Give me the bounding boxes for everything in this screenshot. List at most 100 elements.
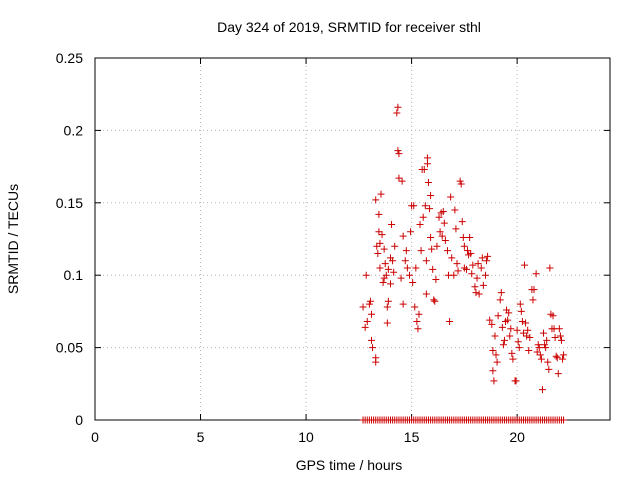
data-point (484, 252, 492, 260)
data-point (374, 249, 382, 257)
x-tick-label: 15 (404, 429, 420, 445)
data-point (412, 264, 420, 272)
data-point (366, 297, 374, 305)
data-point (405, 271, 413, 279)
data-point (375, 228, 383, 236)
data-point (397, 274, 405, 282)
data-point (391, 242, 399, 250)
data-point (451, 206, 459, 214)
data-point (471, 283, 479, 291)
data-point (401, 257, 409, 265)
x-tick-label: 5 (197, 429, 205, 445)
data-point (367, 310, 375, 318)
data-point (436, 228, 444, 236)
data-point (529, 296, 537, 304)
data-point (516, 300, 524, 308)
data-point (460, 242, 468, 250)
x-tick-label: 0 (91, 429, 99, 445)
data-point (398, 177, 406, 185)
data-point (386, 280, 394, 288)
data-point (403, 264, 411, 272)
data-point (429, 265, 437, 273)
data-point (467, 249, 475, 257)
data-point (456, 177, 464, 185)
data-point (394, 103, 402, 111)
data-point (395, 174, 403, 182)
data-point (534, 341, 542, 349)
data-point (486, 316, 494, 324)
data-point (523, 332, 531, 340)
data-point (372, 358, 380, 366)
data-point (557, 336, 565, 344)
y-axis-label: SRMTID / TECUs (5, 184, 21, 294)
data-point (426, 205, 434, 213)
data-point (438, 232, 446, 240)
data-point (537, 355, 545, 363)
data-point (477, 264, 485, 272)
data-point (395, 150, 403, 158)
data-point (384, 297, 392, 305)
data-point (362, 271, 370, 279)
data-point (417, 247, 425, 255)
data-point (492, 351, 500, 359)
data-point (415, 310, 423, 318)
data-point (435, 213, 443, 221)
chart-title: Day 324 of 2019, SRMTID for receiver sth… (217, 19, 481, 35)
data-point (453, 260, 461, 268)
data-point (450, 271, 458, 279)
data-point (560, 351, 568, 359)
data-point (513, 326, 521, 334)
data-point (545, 365, 553, 373)
data-point (448, 254, 456, 262)
data-point (389, 257, 397, 265)
data-point (373, 242, 381, 250)
data-point (469, 261, 477, 269)
data-point (424, 179, 432, 187)
data-point (433, 242, 441, 250)
data-point (473, 274, 481, 282)
data-point (515, 344, 523, 352)
data-point (384, 265, 392, 273)
data-point (402, 247, 410, 255)
data-point (363, 318, 371, 326)
data-point (541, 341, 549, 349)
grid-lines (95, 58, 610, 420)
data-point (506, 332, 514, 340)
y-tick-label: 0.2 (64, 122, 84, 138)
data-point (496, 296, 504, 304)
data-point (535, 344, 543, 352)
data-point (372, 196, 380, 204)
data-point (431, 297, 439, 305)
data-point (522, 319, 530, 327)
data-point (393, 109, 401, 117)
data-point (428, 245, 436, 253)
data-point (422, 290, 430, 298)
zero-data-point (560, 416, 568, 424)
data-point (376, 239, 384, 247)
x-tick-label: 10 (298, 429, 314, 445)
data-point (458, 218, 466, 226)
data-point (381, 260, 389, 268)
data-point (489, 367, 497, 375)
data-point (375, 210, 383, 218)
data-point (493, 358, 501, 366)
data-point (468, 270, 476, 278)
data-point (554, 370, 562, 378)
data-point (420, 165, 428, 173)
data-point (427, 192, 435, 200)
data-point (544, 358, 552, 366)
y-tick-label: 0.1 (64, 267, 84, 283)
data-point (422, 257, 430, 265)
data-point (369, 344, 377, 352)
data-point (407, 228, 415, 236)
data-point (508, 349, 516, 357)
data-point (509, 355, 517, 363)
data-point (409, 278, 417, 286)
data-point (464, 247, 472, 255)
data-point (459, 234, 467, 242)
data-point (488, 320, 496, 328)
data-point (383, 319, 391, 327)
data-point (530, 286, 538, 294)
data-point (452, 225, 460, 233)
data-point (457, 180, 465, 188)
